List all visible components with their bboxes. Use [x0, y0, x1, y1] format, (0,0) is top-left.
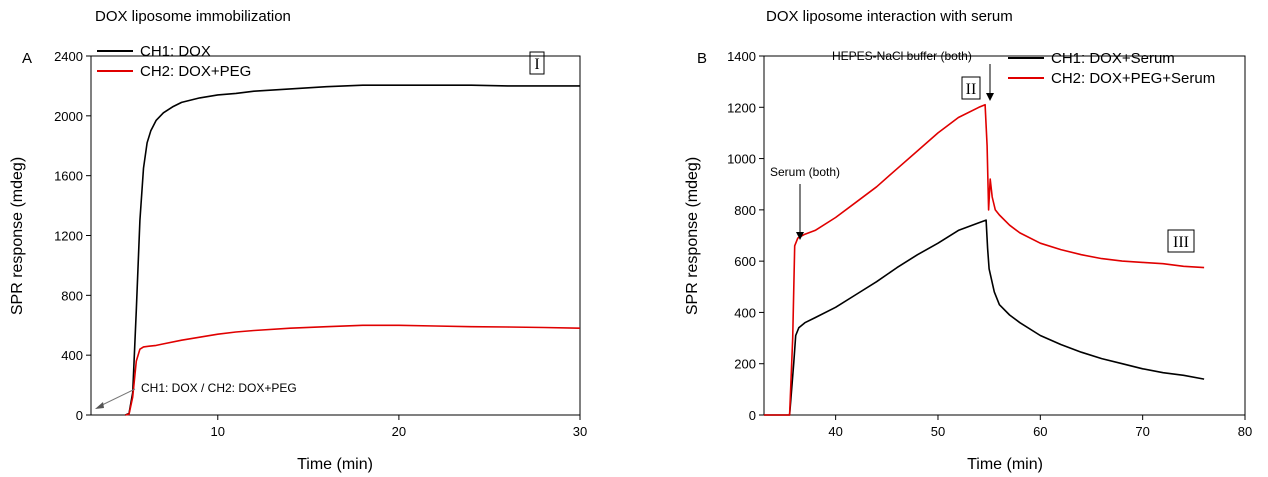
panel-b-roman-label-iii: III [1173, 234, 1189, 251]
panel-b-series-line-2 [764, 103, 1205, 416]
panel-b-annotation-serum: Serum (both) [770, 165, 840, 179]
panel-a-y-tick-label: 1200 [54, 229, 83, 244]
panel-a-y-tick-label: 0 [76, 408, 83, 423]
panel-b-x-tick-label: 80 [1238, 424, 1252, 439]
panel-b-letter: B [697, 50, 707, 67]
panel-a-y-tick-label: 2400 [54, 49, 83, 64]
panel-b-title: DOX liposome interaction with serum [766, 8, 1013, 25]
panel-b-y-tick-label: 0 [749, 408, 756, 423]
panel-b-y-tick-label: 1200 [727, 100, 756, 115]
panel-a-legend-label-ch1: CH1: DOX [140, 43, 211, 60]
panel-b-roman-label-ii: II [966, 81, 977, 98]
panel-b-x-tick-label: 40 [828, 424, 842, 439]
panel-b-annotation-hepes: HEPES-NaCl buffer (both) [832, 49, 972, 63]
panel-b-legend-label-ch2: CH2: DOX+PEG+Serum [1051, 70, 1215, 87]
panel-a-series-line-1 [125, 84, 580, 416]
panel-a-x-tick-label: 30 [573, 424, 587, 439]
panel-b-y-tick-label: 200 [734, 357, 756, 372]
panel-b-series [764, 103, 1205, 416]
panel-b-plot-frame [763, 55, 1246, 416]
panel-a-x-tick-label: 10 [211, 424, 225, 439]
panel-a-y-tick-label: 800 [61, 288, 83, 303]
panel-a-roman-box [529, 51, 545, 75]
panel-a-y-axis-label: SPR response (mdeg) [9, 157, 26, 315]
panel-a-axes: 10 20 30 0 400 800 1200 1600 2000 2400 [54, 49, 587, 439]
panel-b-y-tick-label: 1000 [727, 152, 756, 167]
panel-a-x-tick-label: 20 [392, 424, 406, 439]
panel-a-x-axis-label: Time (min) [297, 456, 373, 473]
panel-b-y-tick-label: 1400 [727, 49, 756, 64]
panel-b-legend: CH1: DOX+Serum CH2: DOX+PEG+Serum [1008, 50, 1215, 87]
panel-a-letter: A [22, 50, 32, 67]
panel-a-series-line-2 [125, 324, 581, 416]
panel-a-roman-label: I [534, 56, 539, 73]
panel-b-hepes-arrow [986, 64, 994, 101]
panel-a-legend-label-ch2: CH2: DOX+PEG [140, 63, 251, 80]
panel-a-annotation-arrow [95, 388, 136, 409]
panel-b-x-tick-label: 50 [931, 424, 945, 439]
panel-a-y-tick-label: 2000 [54, 109, 83, 124]
panel-b-y-tick-label: 600 [734, 254, 756, 269]
panel-a-annotation-injection: CH1: DOX / CH2: DOX+PEG [141, 381, 297, 395]
panel-b-y-tick-label: 400 [734, 305, 756, 320]
panel-b-series-line-1 [764, 219, 1205, 416]
panel-b-x-tick-label: 70 [1135, 424, 1149, 439]
panel-a: DOX liposome immobilization A 10 20 30 0 400… [9, 8, 587, 473]
panel-a-y-tick-label: 400 [61, 348, 83, 363]
panel-b-x-tick-label: 60 [1033, 424, 1047, 439]
panel-a-y-tick-label: 1600 [54, 169, 83, 184]
panel-a-plot-frame [90, 55, 581, 416]
panel-b-y-tick-label: 800 [734, 203, 756, 218]
panel-b-roman-box-iii [1167, 229, 1195, 253]
panel-b-legend-label-ch1: CH1: DOX+Serum [1051, 50, 1175, 67]
panel-a-series [125, 84, 581, 416]
panel-a-title: DOX liposome immobilization [95, 8, 291, 25]
panel-b-y-axis-label: SPR response (mdeg) [684, 157, 701, 315]
panel-b: DOX liposome interaction with serum B 40… [684, 8, 1252, 473]
panel-b-roman-box-ii [961, 76, 981, 100]
panel-b-x-axis-label: Time (min) [967, 456, 1043, 473]
panel-a-legend: CH1: DOX CH2: DOX+PEG [97, 43, 251, 80]
panel-b-serum-arrow [796, 184, 804, 240]
